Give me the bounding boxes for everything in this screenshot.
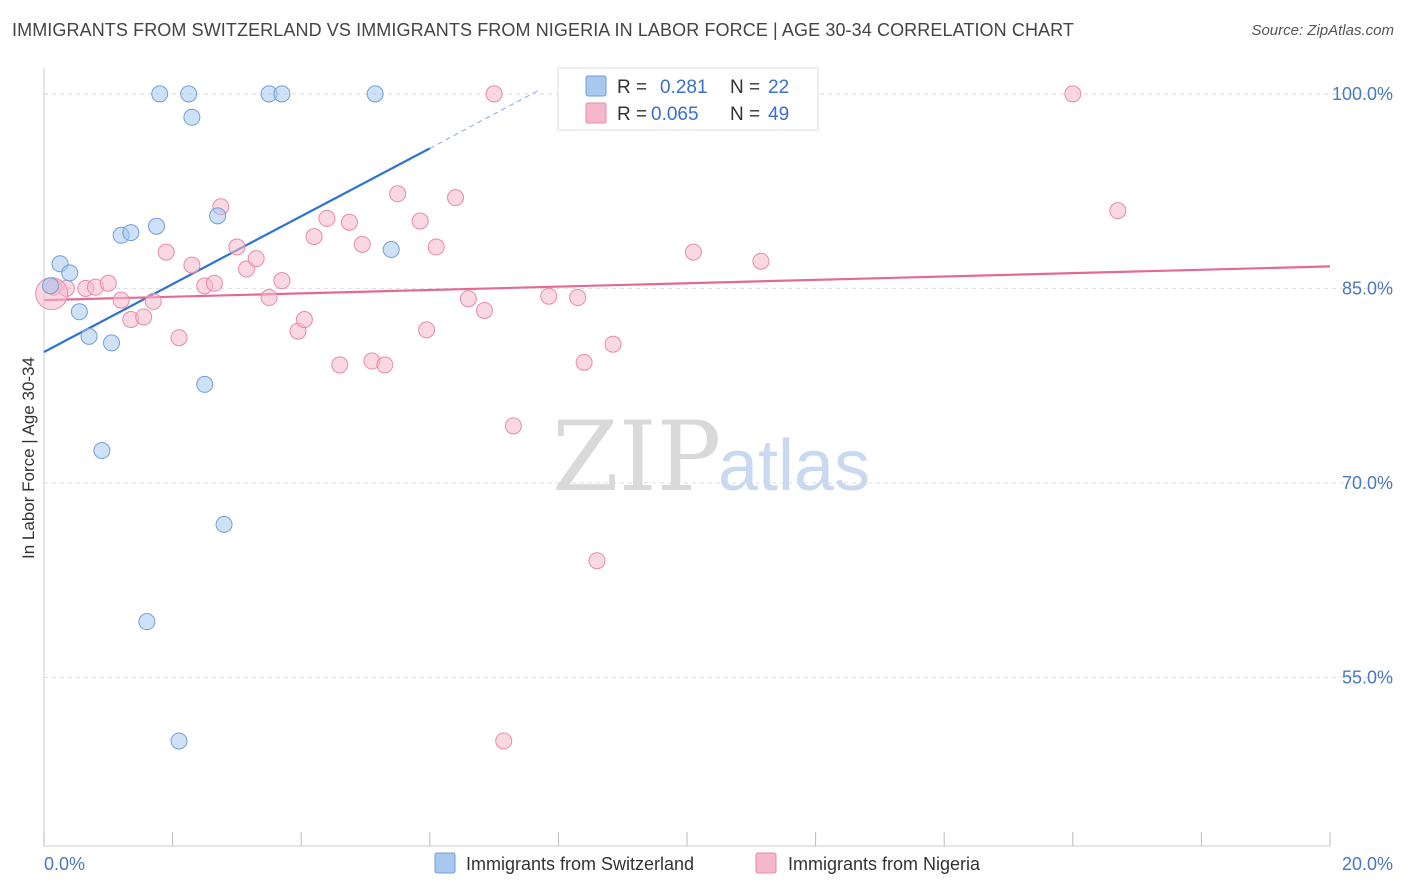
point-switzerland <box>61 264 79 282</box>
x-tick-label-min: 0.0% <box>44 854 85 874</box>
legend-swatch-switzerland <box>434 852 456 874</box>
point-switzerland <box>196 375 214 393</box>
point-nigeria <box>540 287 558 305</box>
point-nigeria <box>247 250 265 268</box>
point-switzerland <box>80 327 98 345</box>
stats-n-value-switzerland: 22 <box>768 77 789 98</box>
x-axis-ticks <box>43 832 1331 846</box>
point-nigeria <box>569 289 587 307</box>
point-nigeria <box>273 272 291 290</box>
point-nigeria <box>427 238 445 256</box>
x-tick-label-max: 20.0% <box>1342 854 1393 874</box>
point-nigeria <box>331 356 349 374</box>
point-nigeria <box>112 291 130 309</box>
point-nigeria <box>318 209 336 227</box>
stats-r-value-nigeria: 0.065 <box>651 104 699 125</box>
point-nigeria <box>144 292 162 310</box>
point-switzerland <box>151 85 169 103</box>
chart-title: IMMIGRANTS FROM SWITZERLAND VS IMMIGRANT… <box>12 20 1075 40</box>
y-axis-label: In Labor Force | Age 30-34 <box>19 357 38 559</box>
point-nigeria <box>183 256 201 274</box>
stats-swatch-switzerland <box>585 75 607 97</box>
y-tick-label: 55.0% <box>1342 667 1393 687</box>
point-switzerland <box>180 85 198 103</box>
y-tick-label: 100.0% <box>1332 84 1393 104</box>
stats-n-label-nigeria: N = <box>730 104 760 125</box>
point-nigeria <box>504 417 522 435</box>
point-nigeria <box>604 335 622 353</box>
point-nigeria <box>376 356 394 374</box>
point-nigeria <box>205 274 223 292</box>
point-nigeria <box>295 311 313 329</box>
point-switzerland <box>103 334 121 352</box>
stats-box: R = 0.281 N = 22 R = 0.065 N = 49 <box>557 67 819 131</box>
chart-source: Source: ZipAtlas.com <box>1251 22 1394 39</box>
point-switzerland <box>93 442 111 460</box>
legend-label-switzerland: Immigrants from Switzerland <box>466 854 694 874</box>
point-nigeria <box>475 301 493 319</box>
data-points <box>35 85 1127 750</box>
point-nigeria <box>1064 85 1082 103</box>
point-switzerland <box>273 85 291 103</box>
stats-r-value-switzerland: 0.281 <box>660 77 708 98</box>
legend-swatch-nigeria <box>755 852 777 874</box>
point-nigeria <box>353 235 371 253</box>
point-nigeria <box>99 274 117 292</box>
y-tick-label: 70.0% <box>1342 473 1393 493</box>
point-switzerland <box>382 241 400 259</box>
watermark: ZIP atlas <box>552 401 870 513</box>
legend-label-nigeria: Immigrants from Nigeria <box>788 854 981 874</box>
point-switzerland <box>41 277 59 295</box>
y-axis-tick-labels: 100.0% 85.0% 70.0% 55.0% <box>1332 84 1393 688</box>
point-switzerland <box>170 732 188 750</box>
trend-line-nigeria <box>43 265 1331 302</box>
point-nigeria <box>260 289 278 307</box>
watermark-zip: ZIP <box>552 401 721 513</box>
watermark-atlas: atlas <box>718 426 870 506</box>
point-nigeria <box>459 290 477 308</box>
stats-swatch-nigeria <box>585 102 607 124</box>
stats-n-label-switzerland: N = <box>730 77 760 98</box>
stats-r-label-nigeria: R = <box>617 104 647 125</box>
point-nigeria <box>588 552 606 570</box>
legend: Immigrants from Switzerland Immigrants f… <box>434 852 981 874</box>
point-nigeria <box>340 213 358 231</box>
point-switzerland <box>215 515 233 533</box>
point-nigeria <box>305 228 323 246</box>
point-switzerland <box>366 85 384 103</box>
point-nigeria <box>157 243 175 261</box>
point-switzerland <box>138 613 156 631</box>
grid-lines <box>44 93 1393 678</box>
point-nigeria <box>411 212 429 230</box>
stats-r-label-switzerland: R = <box>617 77 647 98</box>
trend-line-extension <box>429 89 540 149</box>
point-switzerland <box>209 207 227 225</box>
point-nigeria <box>495 732 513 750</box>
point-nigeria <box>752 252 770 270</box>
point-nigeria <box>447 189 465 207</box>
point-nigeria <box>135 308 153 326</box>
point-nigeria <box>389 185 407 203</box>
point-switzerland <box>183 108 201 126</box>
point-switzerland <box>70 303 88 321</box>
point-nigeria <box>684 243 702 261</box>
point-nigeria <box>485 85 503 103</box>
point-nigeria <box>1109 202 1127 220</box>
y-tick-label: 85.0% <box>1342 278 1393 298</box>
point-nigeria <box>418 321 436 339</box>
point-switzerland <box>148 217 166 235</box>
point-nigeria <box>170 329 188 347</box>
point-switzerland <box>122 224 140 242</box>
point-nigeria <box>575 353 593 371</box>
point-nigeria <box>238 260 256 278</box>
point-nigeria <box>228 238 246 256</box>
stats-n-value-nigeria: 49 <box>768 104 789 125</box>
